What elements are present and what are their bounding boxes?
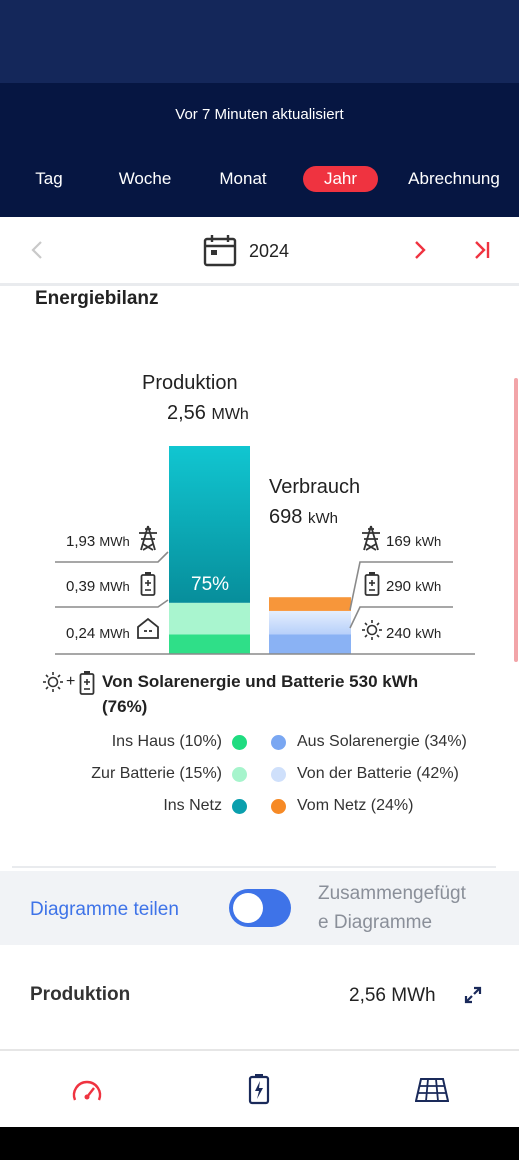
consumption-bar-segment-grid [269,597,351,611]
production-bar-segment-battery [169,602,250,635]
production-house-value: 0,24 MWh [66,625,130,642]
house-icon [137,617,159,639]
value: 1,93 [66,533,96,550]
unit: kWh [415,534,442,549]
consumption-battery-value: 290 kWh [386,578,441,595]
share-diagrams-label: Diagramme teilen [30,899,179,920]
power-pylon-icon [362,525,380,551]
share-diagrams-toggle[interactable] [229,889,291,927]
header-top [0,0,519,83]
connector-line [55,551,169,563]
system-navigation-bar [0,1127,519,1160]
connector-line [349,561,453,611]
sun-icon [43,672,63,692]
connector-line [349,606,453,629]
tab-billing[interactable]: Abrechnung [408,169,500,188]
merged-diagrams-label-line2[interactable]: e Diagramme [318,912,433,933]
value: 0,39 [66,578,96,595]
legend-label-battery: Zur Batterie (15%) [91,765,222,782]
last-updated-text: Vor 7 Minuten aktualisiert [175,106,344,123]
bottom-navigation [0,1049,519,1129]
expand-icon[interactable] [462,984,484,1006]
skip-to-end-icon[interactable] [471,239,493,261]
production-battery-value: 0,39 MWh [66,578,130,595]
consumption-grid-value: 169 kWh [386,533,441,550]
tab-day[interactable]: Tag [35,169,63,188]
production-bar-segment-house [169,634,250,654]
value: 0,24 [66,625,96,642]
selected-year: 2024 [249,241,290,261]
legend-label-from-grid: Vom Netz (24%) [297,797,414,814]
divider [0,283,519,286]
unit: kWh [415,626,442,641]
summary-percent: (76%) [102,697,148,716]
tab-month[interactable]: Monat [219,169,267,188]
legend-label-grid: Ins Netz [163,797,222,814]
production-row-label: Produktion [30,984,131,1005]
legend-label-house: Ins Haus (10%) [111,733,222,750]
value: 240 [386,625,412,642]
section-title: Energiebilanz [35,288,159,309]
chevron-left-icon[interactable] [28,239,46,261]
production-total: 2,56 MWh [167,402,249,425]
divider [12,866,496,868]
unit: MWh [99,626,130,641]
consumption-label: Verbrauch [269,476,361,498]
value: 169 [386,533,412,550]
consumption-bar-segment-battery [269,610,351,635]
date-navigation: 2024 [0,217,519,283]
consumption-solar-value: 240 kWh [386,625,441,642]
connector-line [55,599,169,608]
legend-dot-from-grid [271,799,286,814]
tab-week[interactable]: Woche [118,169,172,188]
battery-icon [364,572,380,596]
battery-icon [140,572,156,596]
merged-diagrams-label-line1[interactable]: Zusammengefügt [318,883,466,904]
chevron-right-icon[interactable] [411,239,429,261]
legend-label-from-battery: Von der Batterie (42%) [297,765,459,782]
scrollbar[interactable] [514,378,518,662]
calendar-icon[interactable] [203,234,237,268]
tab-year[interactable]: Jahr [303,166,378,192]
plus-sign: + [66,673,76,690]
unit: kWh [415,579,442,594]
production-total-unit: MWh [211,406,249,423]
legend-dot-battery [232,767,247,782]
value: 290 [386,578,412,595]
legend-dot-from-battery [271,767,286,782]
consumption-total-unit: kWh [307,510,338,527]
unit: MWh [99,534,130,549]
unit: MWh [99,579,130,594]
toggle-knob [233,893,263,923]
production-percent: 75% [191,574,230,595]
production-grid-value: 1,93 MWh [66,533,130,550]
legend-dot-house [232,735,247,750]
battery-charging-icon[interactable] [248,1073,270,1105]
header-bar [0,83,519,217]
energy-balance-chart [55,446,475,655]
consumption-total-value: 698 [269,506,303,528]
production-row-value: 2,56 MWh [349,985,436,1006]
legend-dot-solar [271,735,286,750]
summary-text: Von Solarenergie und Batterie 530 kWh [102,672,419,691]
sun-icon [362,620,382,640]
power-pylon-icon [139,525,157,551]
production-bar-segment-grid [169,446,250,603]
battery-icon [79,671,95,695]
production-total-value: 2,56 [167,402,206,424]
speedometer-icon[interactable] [70,1075,104,1105]
solar-panel-icon[interactable] [415,1077,449,1103]
consumption-total: 698 kWh [269,506,338,529]
legend-label-solar: Aus Solarenergie (34%) [297,733,467,750]
consumption-bar-segment-solar [269,634,351,654]
legend-dot-grid [232,799,247,814]
production-label: Produktion [142,372,238,394]
